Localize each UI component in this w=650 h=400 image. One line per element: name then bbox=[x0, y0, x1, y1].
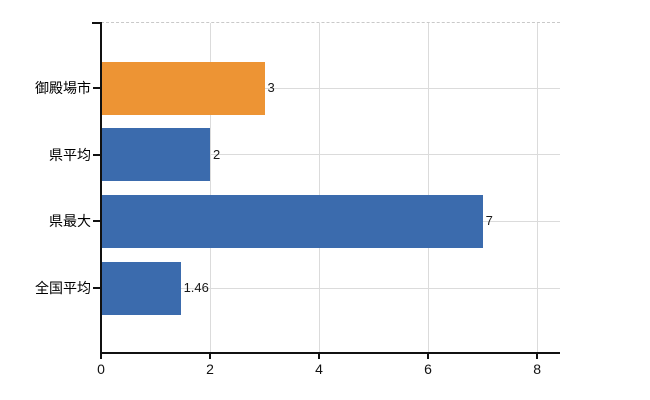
y-tick-mark bbox=[93, 153, 100, 156]
bar[interactable] bbox=[102, 61, 265, 115]
bar-value-label: 1.46 bbox=[183, 280, 209, 295]
v-gridline bbox=[536, 23, 538, 352]
y-tick-mark bbox=[93, 287, 100, 289]
y-tick-mark bbox=[93, 220, 100, 223]
x-tick-mark bbox=[318, 353, 321, 359]
x-tick-mark bbox=[536, 353, 539, 359]
x-tick-label: 2 bbox=[206, 360, 214, 377]
category-label: 御殿場市 bbox=[35, 80, 91, 96]
x-axis bbox=[100, 351, 560, 354]
v-gridline bbox=[427, 23, 429, 352]
bar-value-label: 3 bbox=[267, 80, 275, 95]
v-gridline bbox=[318, 23, 320, 352]
category-label: 県平均 bbox=[49, 146, 91, 163]
h-gridline bbox=[101, 287, 560, 289]
h-gridline bbox=[101, 87, 560, 89]
y-tick-mark bbox=[93, 87, 100, 89]
x-tick-label: 6 bbox=[424, 360, 432, 377]
category-label: 全国平均 bbox=[35, 280, 91, 296]
y-axis bbox=[100, 22, 102, 354]
x-tick-mark bbox=[100, 353, 102, 359]
x-tick-mark bbox=[209, 353, 212, 359]
x-tick-mark bbox=[427, 353, 430, 359]
y-axis-cap-tick bbox=[92, 22, 100, 24]
bar[interactable] bbox=[102, 261, 181, 315]
bar-value-label: 2 bbox=[213, 146, 221, 162]
v-gridline bbox=[209, 23, 211, 352]
bar-value-label: 7 bbox=[485, 213, 493, 229]
h-gridline bbox=[101, 154, 560, 156]
plot-top-border bbox=[101, 22, 560, 23]
x-tick-label: 8 bbox=[533, 360, 541, 377]
bar[interactable] bbox=[102, 194, 483, 248]
bar[interactable] bbox=[102, 128, 211, 182]
x-tick-label: 4 bbox=[315, 360, 323, 377]
category-label: 県最大 bbox=[49, 213, 91, 230]
x-tick-label: 0 bbox=[97, 360, 105, 377]
